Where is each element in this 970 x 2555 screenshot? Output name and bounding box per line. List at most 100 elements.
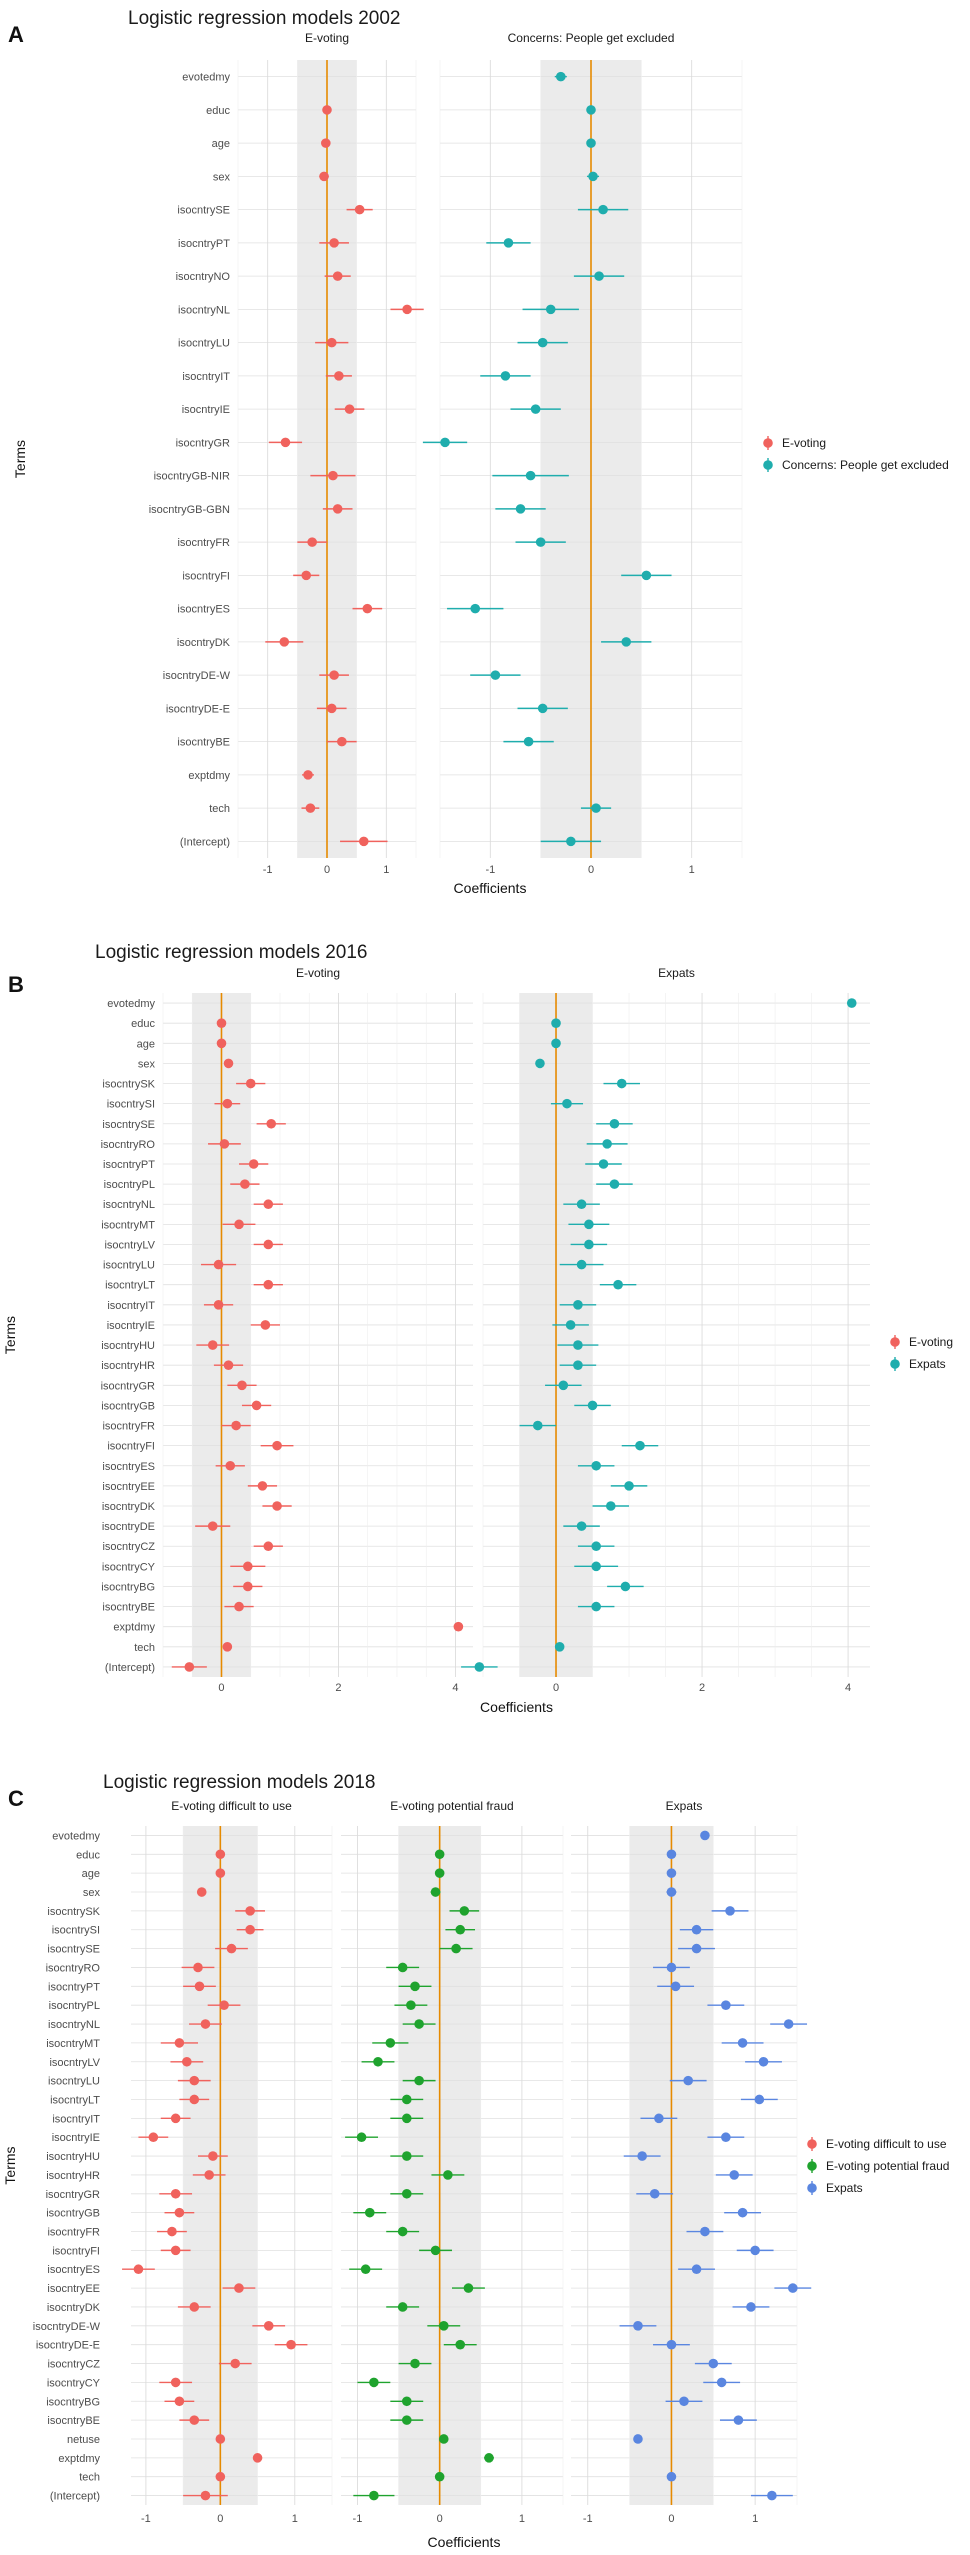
term-label: isocntryMT: [101, 1219, 155, 1231]
x-tick-label: -1: [583, 2513, 593, 2525]
data-point: [248, 1159, 259, 1169]
data-point: [240, 1179, 250, 1189]
term-label: tech: [79, 2472, 100, 2484]
x-axis-title: Coefficients: [454, 880, 527, 896]
data-point: [223, 1058, 234, 1069]
data-point: [170, 2113, 181, 2124]
data-point: [565, 1320, 576, 1330]
term-label: isocntryDK: [47, 2302, 101, 2314]
data-point: [354, 204, 365, 215]
data-point: [360, 2264, 371, 2275]
term-label: isocntryDE-E: [36, 2340, 100, 2352]
legend-entry: Concerns: People get excluded: [782, 458, 949, 472]
data-point: [369, 2490, 379, 2501]
data-point: [319, 171, 329, 182]
data-point: [170, 2377, 181, 2388]
data-point: [443, 2170, 453, 2180]
term-label: isocntryLU: [48, 2076, 100, 2088]
data-point: [303, 770, 313, 780]
term-label: isocntryLT: [105, 1280, 155, 1292]
legend-key-point: [807, 2183, 817, 2193]
data-point: [576, 1259, 587, 1270]
term-label: sex: [213, 171, 231, 183]
term-label: isocntryHR: [46, 2170, 100, 2182]
data-point: [216, 1018, 227, 1028]
data-point: [414, 2019, 424, 2029]
data-point: [279, 637, 290, 647]
facet-2: Expats 0 2 4: [461, 966, 870, 1694]
x-tick-label: 4: [452, 1682, 458, 1694]
x-axis-title: Coefficients: [480, 1699, 553, 1715]
legend-key-point: [763, 438, 773, 448]
data-point: [358, 836, 369, 847]
term-label: tech: [209, 803, 230, 815]
data-point: [586, 138, 596, 148]
term-label: isocntryFR: [47, 2227, 100, 2239]
term-label: isocntryNL: [178, 304, 230, 316]
facet-1: E-voting -1 0 1: [237, 31, 424, 876]
x-tick-label: 1: [689, 864, 695, 876]
data-point: [716, 2377, 727, 2388]
term-label: isocntryLV: [49, 2057, 100, 2069]
data-point: [266, 1118, 277, 1129]
data-point: [633, 2434, 643, 2444]
term-label: isocntryRO: [101, 1139, 156, 1151]
data-point: [729, 2170, 740, 2180]
data-point: [207, 1521, 218, 1531]
data-point: [737, 2038, 748, 2048]
panel-B: B Logistic regression models 2016 evotedmy…: [2, 942, 953, 1715]
term-label: isocntryRO: [46, 1962, 101, 1974]
x-tick-label: 0: [217, 2513, 223, 2525]
data-point: [573, 1360, 583, 1370]
legend-entry: E-voting: [909, 1335, 953, 1349]
data-point: [635, 1440, 645, 1451]
data-point: [621, 637, 632, 647]
x-tick-label: 0: [553, 1682, 559, 1694]
term-label: educ: [131, 1018, 155, 1030]
data-point: [666, 1849, 677, 1860]
data-point: [637, 2151, 647, 2161]
term-label: isocntryCY: [102, 1561, 156, 1573]
term-label: exptdmy: [58, 2453, 100, 2465]
data-point: [222, 1642, 233, 1652]
data-point: [263, 1239, 274, 1250]
data-point: [328, 470, 338, 481]
data-point: [243, 1561, 253, 1572]
data-point: [556, 71, 566, 82]
data-point: [223, 1360, 234, 1370]
data-point: [364, 2207, 375, 2218]
panel-label: C: [8, 1786, 24, 1811]
data-point: [234, 2283, 244, 2293]
data-point: [260, 1320, 271, 1330]
data-point: [430, 2245, 441, 2256]
term-label: isocntryIT: [52, 2113, 100, 2125]
data-point: [305, 803, 316, 813]
data-point: [586, 105, 596, 115]
data-point: [174, 2207, 185, 2218]
term-label: evotedmy: [182, 72, 230, 84]
data-point: [401, 2151, 412, 2161]
panel-title: Logistic regression models 2018: [103, 1772, 376, 1793]
legend-key-point: [763, 460, 773, 470]
data-point: [245, 1924, 255, 1935]
data-point: [440, 437, 450, 448]
legend: E-voting difficult to use E-voting potent…: [807, 2137, 949, 2195]
data-point: [783, 2019, 794, 2029]
data-point: [322, 105, 332, 115]
data-point: [438, 2321, 449, 2331]
data-point: [406, 2000, 416, 2010]
facet-title: Expats: [658, 966, 695, 980]
data-point: [708, 2358, 719, 2369]
data-point: [213, 1300, 224, 1310]
term-label: isocntrySE: [177, 205, 230, 217]
data-point: [633, 2321, 643, 2331]
data-point: [455, 1924, 466, 1935]
term-label: sex: [138, 1058, 156, 1070]
term-label: educ: [76, 1849, 100, 1861]
data-point: [470, 603, 481, 614]
y-axis-title: Terms: [12, 440, 28, 478]
data-point: [551, 1038, 561, 1049]
data-point: [373, 2056, 383, 2067]
term-label: isocntrySE: [47, 1944, 100, 1956]
